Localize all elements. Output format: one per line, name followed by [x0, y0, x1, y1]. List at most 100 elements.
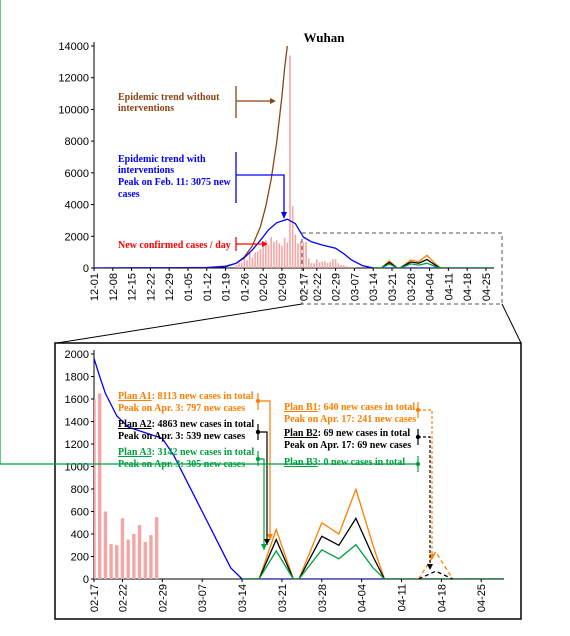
x-tick-label: 04-11	[443, 273, 455, 300]
y-tick-label: 0	[83, 263, 89, 275]
plan-b2-line2: Peak on Apr. 17: 69 new cases	[284, 440, 411, 451]
plan-a1-line2: Peak on Apr. 3: 797 new cases	[118, 403, 245, 414]
y-tick-label: 200	[71, 552, 89, 564]
bar	[324, 261, 326, 268]
plan-b3-line1: Plan B3: 0 new cases in total	[284, 457, 405, 468]
bar	[313, 263, 315, 268]
annotation-without-1: Epidemic trend without	[118, 92, 220, 103]
series-line-2	[242, 487, 504, 579]
bar	[149, 535, 153, 579]
bar	[103, 511, 108, 579]
annotation-confirmed: New confirmed cases / day	[118, 240, 231, 251]
marker-a3-arrowhead	[261, 544, 267, 550]
y-tick-label: 12000	[58, 73, 89, 85]
series-line-4	[242, 543, 504, 579]
x-tick-label: 02-02	[258, 273, 270, 301]
x-tick-label: 03-28	[406, 273, 418, 301]
bar	[97, 393, 102, 579]
plan-b1-line1: Plan B1: 640 new cases in total	[284, 402, 415, 413]
series-line-6	[418, 570, 454, 579]
x-tick-label: 12-29	[164, 273, 176, 301]
x-tick-label: 12-08	[108, 273, 120, 301]
x-tick-label: 03-21	[277, 584, 289, 612]
marker-a2-arrow	[258, 431, 268, 545]
annotation-with-2: interventions	[118, 165, 174, 176]
bar	[281, 245, 283, 268]
y-tick-label: 800	[71, 484, 89, 496]
y-tick-label: 0	[83, 574, 89, 586]
y-tick-label: 2000	[65, 349, 89, 361]
x-tick-label: 01-05	[183, 273, 195, 301]
plan-a2-line2: Peak on Apr. 3: 539 new cases	[118, 431, 245, 442]
blue-arrowhead	[281, 212, 287, 219]
x-tick-label: 03-14	[237, 584, 249, 612]
bar	[302, 242, 305, 268]
bar	[297, 243, 299, 268]
bar	[262, 242, 264, 268]
connector-right	[501, 303, 522, 344]
x-tick-label: 01-12	[202, 273, 214, 301]
y-tick-label: 1200	[65, 439, 89, 451]
plan-a3-label: Plan A3	[118, 447, 152, 458]
bar	[318, 262, 321, 268]
blue-arrow	[236, 174, 285, 214]
x-tick-label: 03-14	[368, 273, 380, 301]
x-tick-label: 02-29	[157, 584, 169, 612]
bar	[265, 240, 267, 268]
marker-a3-arrow	[258, 458, 265, 550]
bar	[243, 256, 246, 268]
plan-a1-line1: Plan A1: 8113 new cases in total	[118, 391, 254, 402]
series-line-5	[373, 262, 494, 268]
x-tick-label: 04-25	[481, 273, 493, 301]
bar	[342, 265, 345, 268]
bar	[126, 539, 130, 579]
bar	[294, 234, 297, 268]
y-tick-label: 1000	[65, 462, 89, 474]
annotation-without-2: interventions	[118, 103, 174, 114]
plan-a3-total: : 3142 new cases in total	[152, 447, 255, 458]
bar	[137, 525, 142, 579]
plan-b1-label: Plan B1	[284, 402, 318, 413]
y-tick-label: 1800	[65, 372, 89, 384]
bar	[132, 534, 136, 579]
bar	[337, 263, 340, 268]
bar	[94, 399, 96, 579]
bar	[248, 252, 251, 268]
marker-b2-arrowhead	[427, 564, 433, 570]
bar	[289, 55, 291, 268]
zoom-box	[301, 232, 503, 305]
bar	[254, 252, 256, 268]
bar	[291, 206, 294, 268]
x-tick-label: 02-22	[312, 273, 324, 301]
y-tick-label: 400	[71, 529, 89, 541]
x-tick-label: 12-22	[145, 273, 157, 301]
bar	[267, 245, 270, 268]
red-arrowhead	[262, 241, 268, 247]
plan-b2-line1: Plan B2: 69 new cases in total	[284, 428, 410, 439]
plan-b3-total: : 0 new cases in total	[318, 457, 406, 468]
bar	[251, 257, 254, 268]
connector-left	[56, 303, 303, 344]
bar	[120, 518, 125, 579]
bar	[235, 265, 238, 268]
x-tick-label: 03-21	[387, 273, 399, 301]
plan-a3-line1: Plan A3: 3142 new cases in total	[118, 447, 254, 458]
brown-arrowhead	[270, 98, 276, 104]
bar	[305, 241, 307, 268]
plot-area	[94, 358, 504, 579]
annotation-with-4: cases	[118, 189, 140, 200]
annotation-with-3: Peak on Feb. 11: 3075 new	[118, 177, 232, 188]
panel-frame	[54, 342, 522, 620]
plot-area	[94, 46, 494, 268]
bar	[326, 262, 329, 268]
bar	[348, 266, 350, 268]
plan-b1-line2: Peak on Apr. 17: 241 new cases	[284, 414, 416, 425]
x-tick-label: 02-17	[89, 584, 101, 612]
y-tick-label: 2000	[65, 231, 89, 243]
x-tick-label: 12-15	[127, 273, 139, 301]
plan-b2-total: : 69 new cases in total	[318, 428, 411, 439]
y-tick-label: 6000	[65, 168, 89, 180]
x-tick-label: 02-22	[117, 584, 129, 612]
x-tick-label: 03-28	[317, 584, 329, 612]
